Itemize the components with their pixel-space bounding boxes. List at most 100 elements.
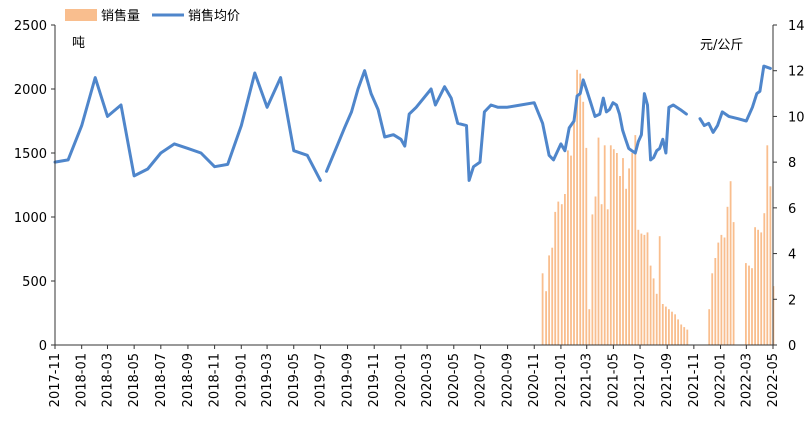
volume-bar: [603, 145, 606, 345]
left-axis-tick-label: 2500: [14, 19, 47, 34]
legend-label-avg-price: 销售均价: [188, 8, 240, 24]
volume-bar: [652, 278, 655, 345]
volume-bar: [760, 232, 763, 345]
volume-bar: [757, 229, 759, 345]
volume-bar: [665, 306, 667, 345]
volume-bar: [668, 309, 670, 345]
volume-bar: [655, 293, 658, 345]
volume-bar: [763, 213, 766, 345]
x-axis-tick-label: 2018-05: [127, 353, 142, 407]
x-axis-tick-label: 2021-03: [580, 353, 595, 407]
x-axis-tick-label: 2022-05: [766, 353, 781, 407]
right-axis-tick-label: 12: [788, 65, 805, 80]
volume-bar: [551, 247, 554, 345]
volume-bar: [708, 309, 711, 345]
volume-bar: [554, 211, 557, 345]
left-axis-tick-label: 2000: [14, 83, 47, 98]
x-axis-tick-label: 2021-01: [554, 353, 569, 407]
x-axis-tick-label: 2019-05: [287, 353, 302, 407]
volume-bar: [582, 101, 585, 345]
volume-bar: [661, 304, 664, 345]
volume-bar: [628, 168, 630, 345]
volume-bar: [637, 229, 640, 345]
avg-price-line: [53, 64, 772, 182]
volume-bar: [748, 265, 750, 345]
x-axis-tick-label: 2022-03: [739, 353, 754, 407]
volume-bar: [545, 291, 547, 345]
volume-bar: [649, 265, 652, 345]
left-axis-tick-label: 500: [22, 275, 47, 290]
x-axis-tick-label: 2018-07: [154, 353, 169, 407]
volume-bar: [564, 194, 566, 345]
right-axis-tick-label: 8: [788, 156, 796, 171]
volume-bar: [616, 153, 618, 345]
volume-bar: [612, 149, 615, 345]
volume-bar: [674, 314, 676, 345]
chart-legend: 销售量 销售均价: [65, 8, 240, 24]
volume-bar: [646, 232, 649, 345]
right-axis-tick-label: 4: [788, 248, 796, 263]
volume-bar: [640, 233, 643, 345]
volume-bar: [619, 176, 621, 345]
volume-bar: [600, 204, 603, 345]
volume-bar: [579, 73, 582, 345]
volume-bar: [726, 206, 729, 345]
volume-bar: [588, 309, 591, 345]
volume-bar: [677, 319, 679, 345]
volume-bar: [541, 273, 544, 345]
x-axis-tick-label: 2020-07: [473, 353, 488, 407]
x-axis-tick-label: 2020-01: [394, 353, 409, 407]
volume-bar: [609, 145, 612, 345]
volume-bar: [683, 327, 686, 345]
volume-bar: [594, 196, 597, 345]
volume-bar: [658, 236, 661, 345]
volume-bar: [766, 145, 769, 345]
price-line-segment: [325, 69, 688, 182]
x-axis-tick-label: 2020-09: [501, 353, 516, 407]
x-axis-tick-label: 2020-05: [447, 353, 462, 407]
volume-bar: [751, 268, 753, 345]
chart-axes: 0 500 1000 1500 2000 2500 0 2 4 6 8 10 12 14 2017-11 20…: [14, 19, 805, 407]
right-axis-tick-label: 6: [788, 202, 796, 217]
left-axis-tick-label: 0: [39, 339, 47, 354]
price-line-segment: [53, 71, 322, 182]
x-axis-tick-label: 2018-11: [208, 353, 223, 407]
volume-bar: [723, 237, 726, 345]
x-axis-tick-label: 2019-11: [367, 353, 382, 407]
volume-bar: [597, 137, 600, 345]
volume-bar: [643, 234, 646, 345]
volume-bar: [634, 135, 637, 345]
x-axis-tick-label: 2019-07: [313, 353, 328, 407]
volume-bar: [729, 181, 732, 345]
volume-bar: [769, 186, 772, 345]
volume-bar: [570, 155, 572, 345]
x-axis-tick-label: 2018-03: [100, 353, 115, 407]
volume-bar: [680, 324, 683, 345]
right-axis-unit: 元/公斤: [700, 38, 743, 53]
x-axis-tick-label: 2019-03: [260, 353, 275, 407]
volume-bar: [720, 234, 723, 345]
x-axis-tick-label: 2020-11: [527, 353, 542, 407]
volume-bar: [754, 227, 756, 345]
volume-bar: [622, 158, 624, 345]
volume-bar: [548, 255, 550, 345]
volume-bar: [714, 258, 717, 345]
x-axis-tick-label: 2020-03: [420, 353, 435, 407]
x-axis-tick-label: 2019-01: [234, 353, 249, 407]
volume-bar: [671, 311, 673, 345]
x-axis-tick-label: 2021-09: [660, 353, 675, 407]
volume-bar: [585, 147, 588, 345]
volume-bar: [631, 153, 634, 345]
left-axis-unit: 吨: [72, 36, 85, 51]
left-axis-tick-label: 1500: [14, 147, 47, 162]
volume-bar: [711, 273, 714, 345]
x-axis-tick-label: 2018-01: [75, 353, 90, 407]
sales-volume-bars: [541, 69, 775, 346]
volume-bar: [717, 242, 720, 345]
price-line-segment: [698, 64, 772, 134]
right-axis-tick-label: 0: [788, 339, 796, 354]
x-axis-tick-label: 2021-05: [606, 353, 621, 407]
volume-bar: [567, 150, 569, 345]
volume-bar: [686, 329, 689, 345]
volume-bar: [573, 122, 575, 345]
